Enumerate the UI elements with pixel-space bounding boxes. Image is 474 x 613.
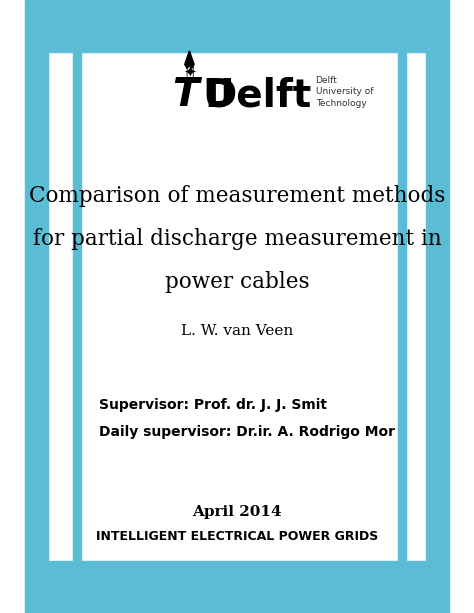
Text: Comparison of measurement methods: Comparison of measurement methods [29, 185, 445, 207]
Text: L. W. van Veen: L. W. van Veen [181, 324, 293, 338]
Text: for partial discharge measurement in: for partial discharge measurement in [33, 228, 441, 250]
Text: power cables: power cables [164, 271, 310, 293]
Text: U: U [202, 76, 234, 114]
Bar [25, 52, 48, 561]
Text: INTELLIGENT ELECTRICAL POWER GRIDS: INTELLIGENT ELECTRICAL POWER GRIDS [96, 530, 378, 543]
PathPatch shape [185, 51, 194, 69]
Text: ✦: ✦ [183, 64, 196, 79]
Bar [25, 561, 449, 613]
Text: 🔥: 🔥 [185, 65, 193, 78]
Bar [399, 52, 406, 561]
Bar [426, 52, 449, 561]
Text: Supervisor: Prof. dr. J. J. Smit: Supervisor: Prof. dr. J. J. Smit [99, 398, 327, 411]
Bar [25, 0, 449, 52]
Text: T: T [172, 76, 199, 114]
Text: Delft
University of
Technology: Delft University of Technology [316, 75, 373, 109]
Bar [73, 52, 81, 561]
Text: Daily supervisor: Dr.ir. A. Rodrigo Mor: Daily supervisor: Dr.ir. A. Rodrigo Mor [99, 425, 395, 439]
Text: April 2014: April 2014 [192, 505, 282, 519]
Text: Delft: Delft [205, 76, 312, 114]
